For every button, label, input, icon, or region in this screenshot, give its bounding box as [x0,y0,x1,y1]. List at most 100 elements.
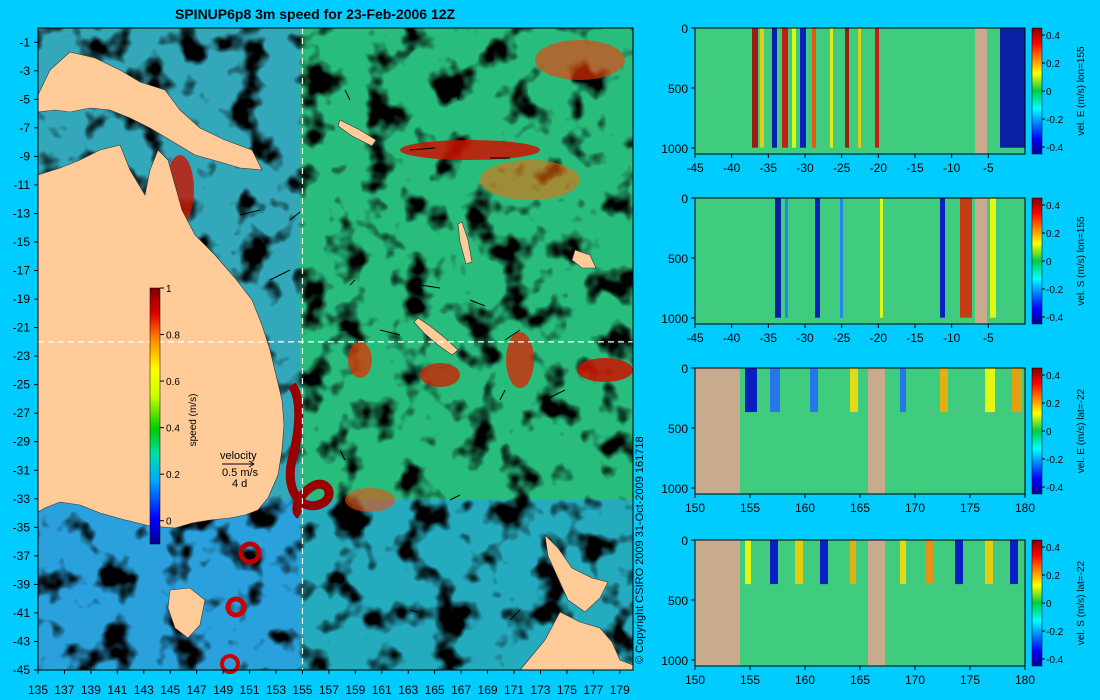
map-y-tick-label: -5 [19,92,30,106]
section-y-tick-label: 500 [668,252,688,266]
section-velocity-feature [795,540,803,585]
solomon-islands-land [337,119,377,147]
speed-colorbar-tick-label: 1 [166,284,172,295]
section-velocity-feature [858,28,861,148]
velocity-key-duration: 4 d [232,478,247,490]
section-land-mask [975,28,987,154]
map-x-tick-label: 141 [107,683,127,697]
section-velocity-feature [770,540,778,585]
landmasses [37,51,634,671]
map-x-axis: 135 137 139 141 143 145 147 149 151 153 155 157 159 1… [28,670,630,697]
section-y-tick-label: 500 [668,594,688,608]
map-y-axis: -1 -3 -5 -7 -9 -11 -13 -15 -17 -19 -21 -23 -25 -27 -29… [13,35,38,677]
section-x-tick-label: 175 [960,501,980,515]
map-y-tick-label: -25 [13,378,31,392]
section-land-mask [868,368,885,494]
speed-colorbar-ramp [149,287,161,545]
map-x-tick-label: 137 [54,683,74,697]
section-x-tick-label: 165 [850,673,870,687]
section-colorbar-tick-label: 0 [1046,87,1052,98]
section-frame [694,27,1026,155]
section-land-mask [695,540,740,666]
section-x-tick-label: 155 [740,673,760,687]
section-velocity-feature [815,198,820,318]
section-x-tick-label: 160 [795,501,815,515]
section-colorbar-label: vel. S (m/s) lon=155 [1076,216,1087,306]
map-y-tick-label: -23 [13,349,31,363]
section-velocity-feature [840,198,843,318]
map-x-tick-label: 143 [134,683,154,697]
section-x-tick-label: -15 [906,331,924,345]
velocity-key: velocity 0.5 m/s 4 d [220,450,259,490]
section-x-tick-label: 170 [905,673,925,687]
section-velocity-feature [792,28,796,148]
section-panels: -45 -40 -35 -30 -25 -20 -15 -10 -5 0 500 1000 0.4 0.2… [661,22,1087,687]
section-y-tick-label: 1000 [661,142,688,156]
speed-colorbar-tick-label: 0.4 [166,424,180,435]
section-velocity-feature [745,368,757,413]
map-x-tick-label: 155 [292,683,312,697]
section-panel-lon155-south: -45 -40 -35 -30 -25 -20 -15 -10 -5 0 500 1000 0.4 0.2… [661,192,1087,345]
map-y-tick-label: -41 [13,606,31,620]
section-velocity-feature [960,198,972,318]
section-velocity-feature [1012,368,1022,413]
section-velocity-feature [772,28,777,148]
section-x-tick-label: -45 [686,331,704,345]
section-x-tick-label: -25 [833,331,851,345]
section-velocity-feature [985,540,993,585]
section-colorbar-tick-label: -0.4 [1046,483,1064,494]
section-velocity-feature [955,540,963,585]
map-y-tick-label: -39 [13,577,31,591]
section-x-tick-label: 160 [795,673,815,687]
section-panel-lat22-east: 150 155 160 165 170 175 180 0 500 1000 0.4 0.2 0 -0.2… [661,362,1087,515]
section-field-shade [695,540,1025,666]
section-x-tick-label: 175 [960,673,980,687]
section-colorbar-tick-label: 0.2 [1046,59,1060,70]
vanuatu-land [457,221,473,265]
map-x-tick-label: 175 [557,683,577,697]
section-velocity-feature [1010,540,1018,585]
section-x-tick-label: -45 [686,161,704,175]
section-y-tick-label: 1000 [661,654,688,668]
map-y-tick-label: -45 [13,663,31,677]
section-velocity-feature [900,368,906,413]
map-frame [37,27,634,671]
section-colorbar-tick-label: 0.4 [1046,543,1060,554]
section-velocity-feature [820,540,828,585]
section-land-mask [868,540,885,666]
map-x-tick-label: 147 [187,683,207,697]
map-x-tick-label: 171 [504,683,524,697]
section-colorbar-tick-label: 0 [1046,599,1052,610]
map-x-tick-label: 151 [240,683,260,697]
map-y-tick-label: -13 [13,206,31,220]
new-zealand-north-land [544,534,609,613]
section-y-tick-label: 0 [681,22,688,36]
velocity-key-title: velocity [220,450,257,462]
section-x-tick-label: -10 [943,331,961,345]
section-colorbar-label: vel. E (m/s) lat=-22 [1076,388,1087,473]
section-x-tick-label: -25 [833,161,851,175]
map-x-tick-label: 135 [28,683,48,697]
map-y-tick-label: -29 [13,435,31,449]
section-colorbar-tick-label: 0.4 [1046,31,1060,42]
section-panel-lon155-east: -45 -40 -35 -30 -25 -20 -15 -10 -5 0 500 1000 0.4 0.2… [661,22,1087,175]
section-velocity-feature [875,28,879,148]
section-x-tick-label: -5 [983,331,994,345]
section-velocity-feature [760,28,764,148]
speed-colorbar-tick-label: 0.8 [166,331,180,342]
section-field-shade [695,368,1025,494]
map-y-tick-label: -17 [13,264,31,278]
section-colorbar-tick-label: 0.2 [1046,571,1060,582]
section-y-tick-label: 0 [681,362,688,376]
section-x-tick-label: -30 [796,161,814,175]
map-x-tick-label: 159 [345,683,365,697]
section-velocity-feature [850,368,858,413]
map-y-tick-label: -11 [14,178,31,192]
section-x-tick-label: -20 [870,331,888,345]
section-x-tick-label: 150 [685,501,705,515]
section-x-tick-label: -40 [723,161,741,175]
velocity-key-magnitude: 0.5 m/s [222,467,259,479]
map-x-tick-label: 145 [160,683,180,697]
section-x-tick-label: 180 [1015,673,1035,687]
